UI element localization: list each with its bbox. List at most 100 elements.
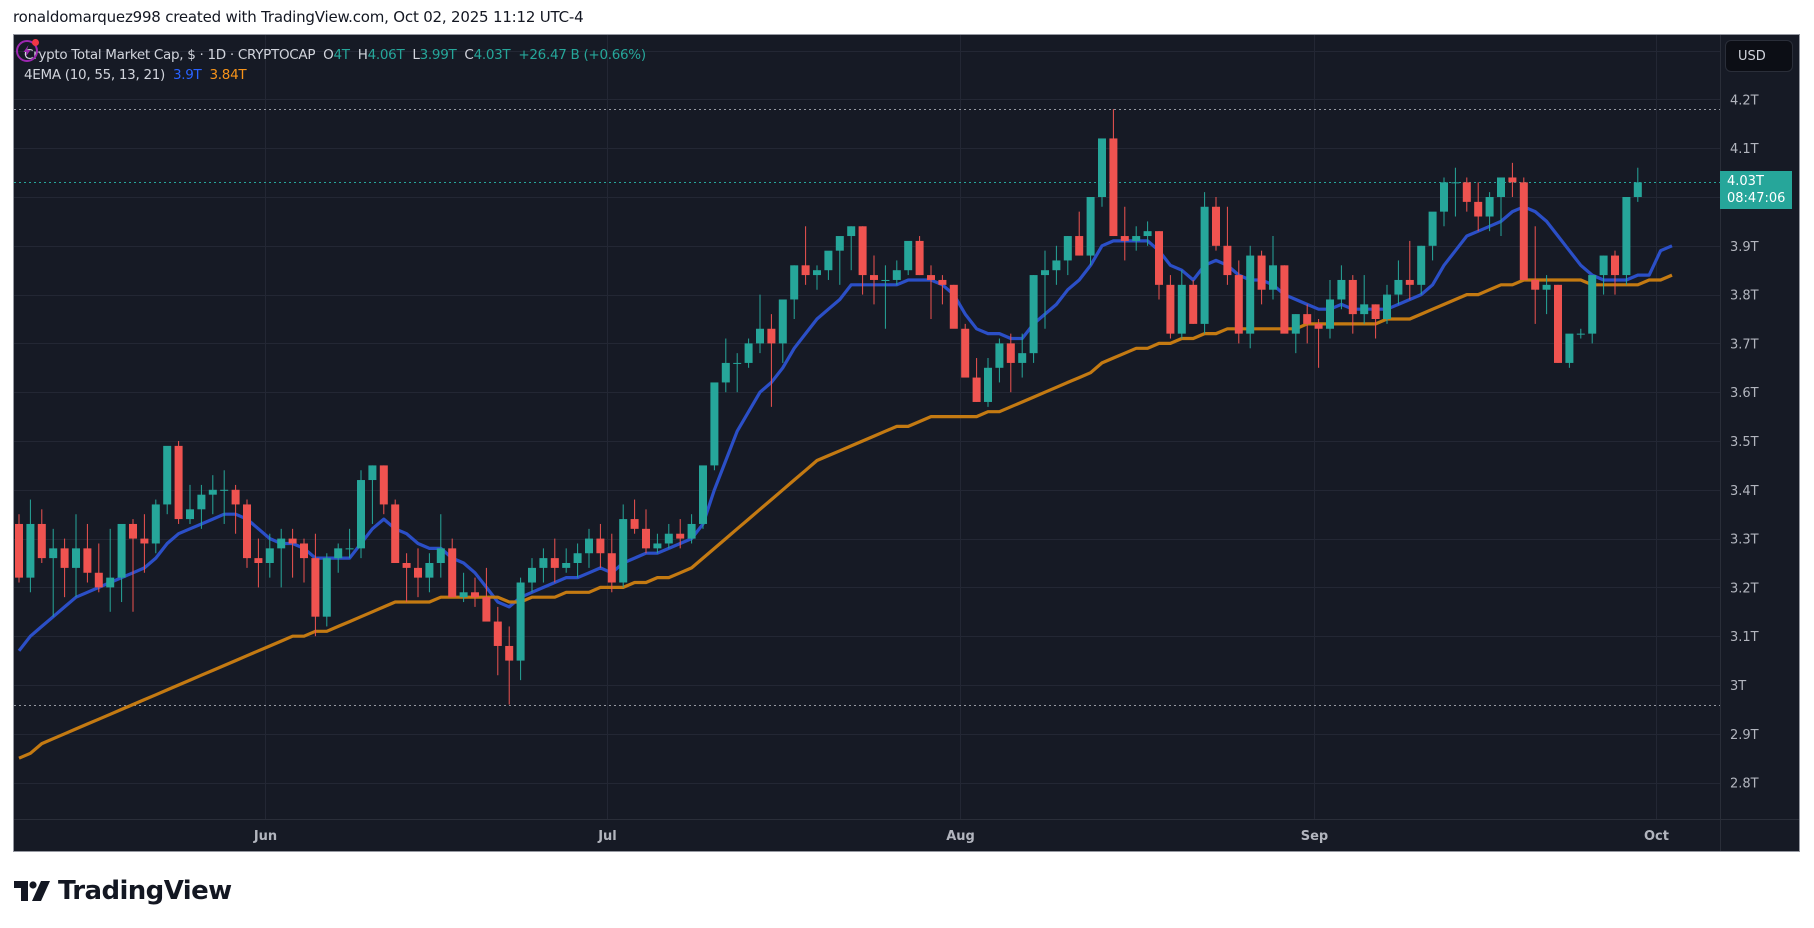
candle-body — [1565, 333, 1574, 363]
high-label: H — [357, 47, 368, 63]
candle-body — [528, 567, 536, 583]
chart-panel[interactable]: Jun Jul Aug Sep Oct 4.2T 4.1T 3.9T 3.8T 3.7T 3.6T 3… — [13, 34, 1800, 852]
candle-body — [243, 504, 251, 559]
candle-body — [1246, 255, 1255, 334]
candle-body — [550, 558, 559, 568]
candle-body — [596, 538, 605, 554]
candle-body — [425, 563, 434, 578]
candle-body — [870, 275, 878, 280]
candle-body — [881, 279, 890, 281]
close-value: 4.03T — [473, 47, 511, 63]
candle-body — [493, 621, 502, 646]
candle-body — [1257, 255, 1266, 290]
open-value: 4T — [333, 47, 351, 63]
candle-body — [1291, 314, 1300, 334]
candle-body — [1508, 177, 1517, 183]
candle-body — [1223, 245, 1232, 276]
candle-body — [1029, 275, 1038, 354]
candle-body — [277, 538, 286, 549]
candle-body — [1303, 314, 1312, 324]
candle-body — [607, 553, 616, 583]
candle-body — [436, 548, 445, 563]
candle-body — [630, 519, 639, 529]
candle-body — [1428, 211, 1437, 246]
candle-body — [847, 226, 856, 237]
ema-slow-line — [18, 273, 1673, 760]
tradingview-logo[interactable]: TradingView — [14, 876, 232, 906]
candle-body — [1622, 197, 1631, 276]
price-axis-label: 3.6T — [1730, 386, 1759, 401]
candle-body — [949, 284, 958, 329]
candle-body — [174, 445, 183, 520]
candle-body — [334, 548, 343, 559]
candle-body — [322, 558, 331, 617]
price-axis-label: 4.2T — [1730, 93, 1759, 108]
candle-body — [984, 367, 992, 402]
chart-credit: ronaldomarquez998 created with TradingVi… — [13, 8, 584, 26]
price-axis-label: 2.9T — [1730, 728, 1759, 743]
candle-body — [368, 465, 377, 481]
currency-button[interactable]: USD — [1725, 40, 1793, 72]
low-label: L — [412, 47, 420, 63]
candle-body — [904, 240, 913, 271]
candle-body — [858, 226, 867, 276]
price-axis-label: 3.8T — [1730, 289, 1759, 304]
candle-body — [1451, 182, 1460, 184]
candle-body — [1588, 275, 1597, 334]
change-value: +26.47 B (+0.66%) — [518, 47, 646, 63]
candle-body — [1497, 177, 1505, 197]
lightning-alert-icon[interactable] — [14, 35, 44, 65]
candle-body — [813, 270, 821, 276]
candle-body — [1234, 275, 1243, 334]
price-axis-label: 3.3T — [1730, 533, 1759, 548]
candle-body — [744, 343, 753, 363]
price-axis-label: 3.7T — [1730, 337, 1759, 352]
ema-fast-value: 3.9T — [172, 67, 202, 83]
candle-body — [1269, 265, 1277, 290]
candle-body — [721, 362, 730, 383]
price-chart-canvas[interactable]: Jun Jul Aug Sep Oct 4.2T 4.1T 3.9T 3.8T 3.7T 3.6T 3… — [14, 35, 1800, 852]
candle-body — [938, 279, 947, 285]
tradingview-logo-icon — [14, 881, 50, 901]
candle-body — [1052, 260, 1061, 271]
candle-body — [163, 445, 172, 505]
candle-body — [642, 528, 650, 549]
candle-body — [1120, 236, 1129, 241]
candle-body — [1189, 284, 1198, 324]
candle-body — [26, 523, 35, 578]
candle-body — [448, 548, 457, 598]
candle-body — [129, 523, 137, 539]
price-axis-label: 3.9T — [1730, 240, 1759, 255]
candle-body — [15, 523, 23, 578]
candle-body — [1405, 279, 1414, 285]
candle-body — [687, 523, 696, 539]
candle-body — [186, 509, 194, 520]
symbol-title[interactable]: Crypto Total Market Cap, $ · 1D · CRYPTO… — [24, 47, 316, 63]
candle-body — [676, 533, 685, 539]
candle-body — [664, 533, 673, 544]
candle-body — [1394, 279, 1403, 295]
indicator-title[interactable]: 4EMA (10, 55, 13, 21) — [24, 67, 165, 83]
candle-body — [1485, 197, 1494, 217]
candle-body — [1633, 182, 1642, 197]
time-axis-label: Aug — [946, 829, 975, 844]
candle-body — [1348, 279, 1357, 315]
price-axis-label: 3T — [1730, 679, 1746, 694]
price-axis-label: 2.8T — [1730, 777, 1759, 792]
tradingview-wordmark: TradingView — [58, 876, 232, 906]
candle-body — [94, 572, 103, 588]
candle-body — [311, 558, 320, 617]
candle-body — [562, 563, 571, 568]
candle-body — [1086, 197, 1095, 256]
price-axis-label: 3.5T — [1730, 435, 1759, 450]
candle-body — [288, 538, 297, 544]
candle-body — [60, 548, 69, 568]
indicator-legend-row: 4EMA (10, 55, 13, 21) 3.9T 3.84T — [24, 65, 646, 85]
candle-body — [927, 275, 935, 280]
candle-body — [573, 553, 582, 563]
candle-body — [1200, 206, 1209, 324]
candle-body — [1155, 231, 1163, 285]
candle-body — [539, 558, 548, 568]
candle-body — [1041, 270, 1049, 276]
candle-body — [1599, 255, 1608, 276]
